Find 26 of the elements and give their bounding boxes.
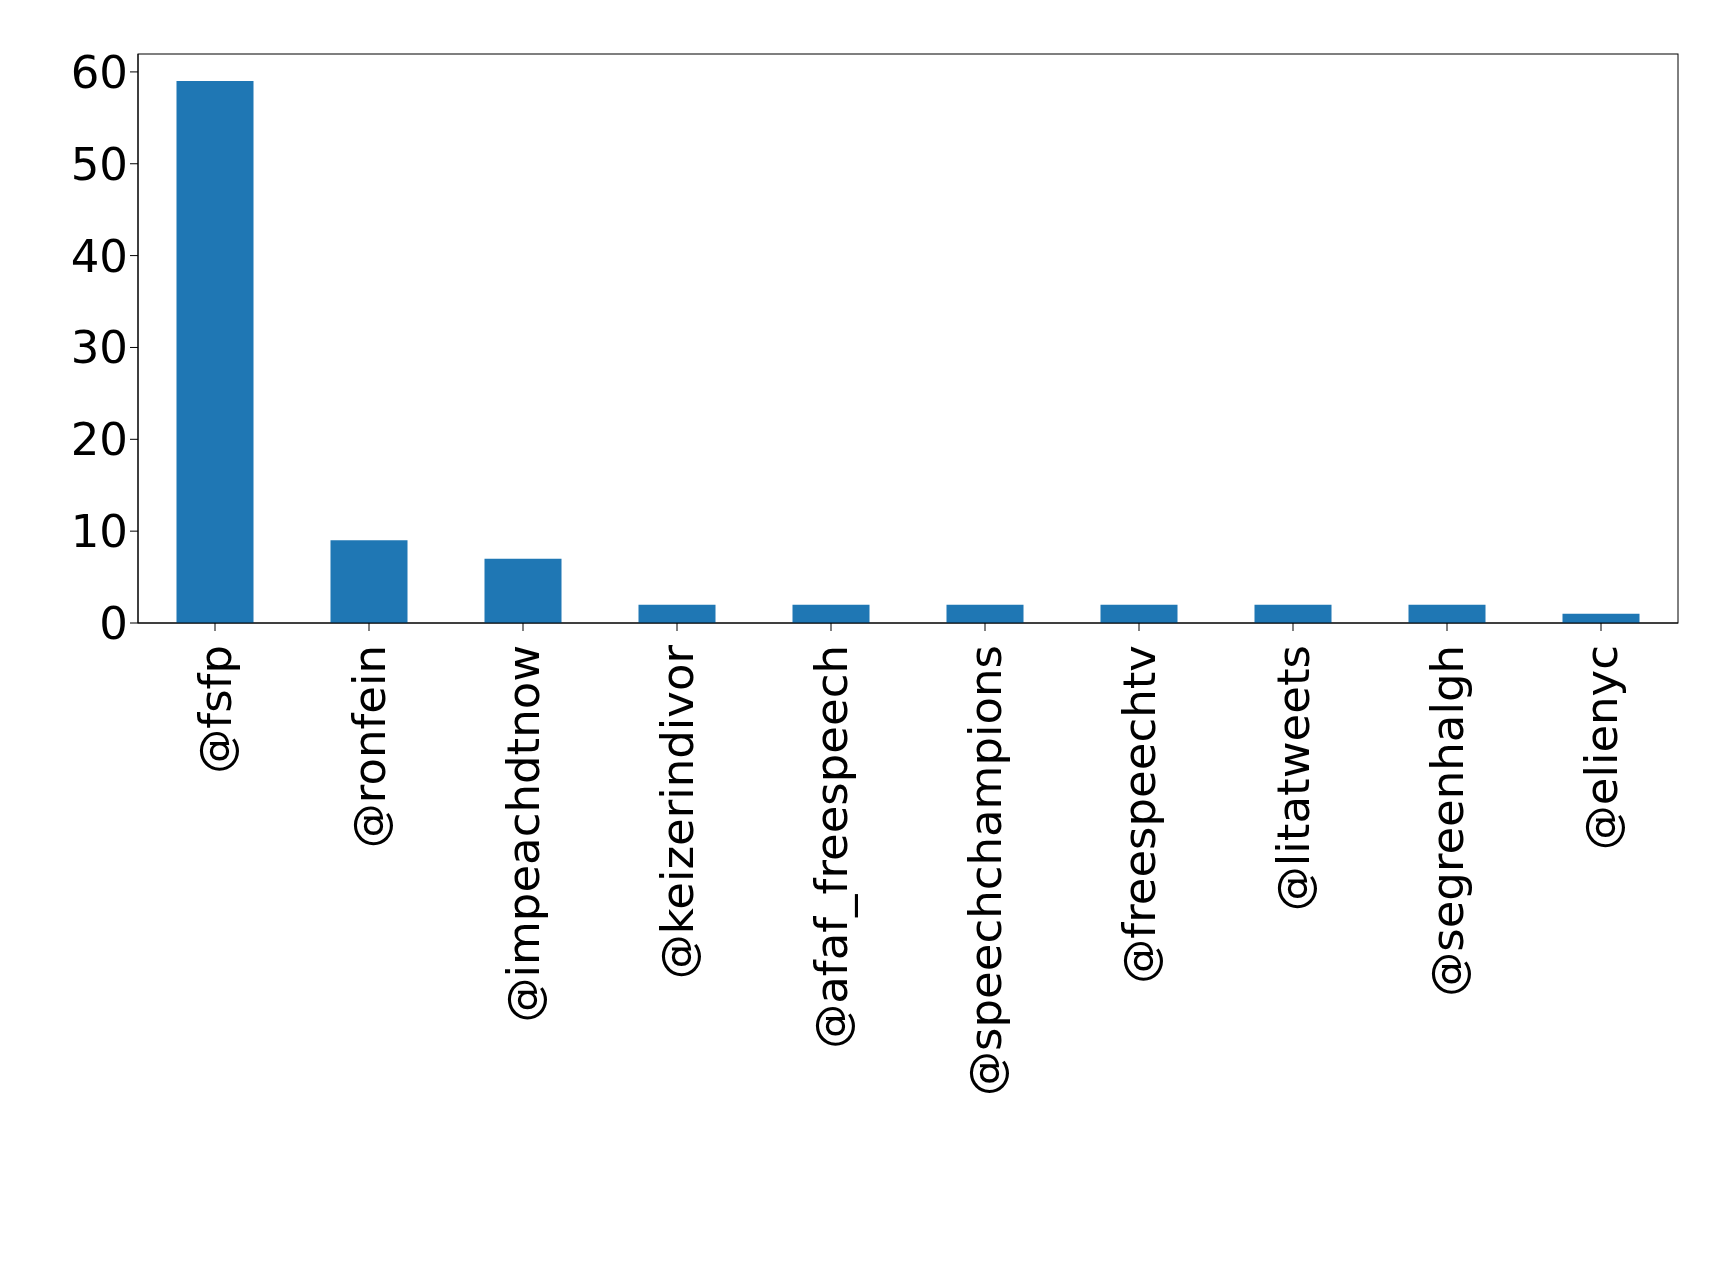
x-tick-label: @ronfein xyxy=(342,645,396,849)
x-tick-label: @freespeechtv xyxy=(1112,645,1166,984)
x-tick-label: @keizerindivor xyxy=(650,644,704,980)
bar xyxy=(946,604,1024,623)
bar xyxy=(484,558,562,623)
x-tick-label: @speechchampions xyxy=(958,645,1012,1096)
y-tick-label: 30 xyxy=(70,321,128,375)
y-tick-label: 10 xyxy=(70,505,128,559)
bar xyxy=(1254,604,1332,623)
bar xyxy=(330,540,408,623)
bar xyxy=(1408,604,1486,623)
x-tick-label: @afaf_freespeech xyxy=(804,645,858,1049)
x-tick-label: @elienyc xyxy=(1574,645,1628,851)
y-tick-label: 40 xyxy=(70,229,128,283)
bar xyxy=(176,81,254,623)
x-tick-label: @segreenhalgh xyxy=(1420,645,1474,997)
y-tick-label: 60 xyxy=(70,45,128,99)
x-tick-label: @impeachdtnow xyxy=(496,645,550,1023)
y-tick-label: 20 xyxy=(70,413,128,467)
y-tick-label: 50 xyxy=(70,137,128,191)
x-tick-label: @litatweets xyxy=(1266,645,1320,912)
y-tick-label: 0 xyxy=(99,596,128,650)
bar xyxy=(1100,604,1178,623)
bar xyxy=(638,604,716,623)
bar xyxy=(792,604,870,623)
x-tick-label: @fsfp xyxy=(188,645,242,774)
